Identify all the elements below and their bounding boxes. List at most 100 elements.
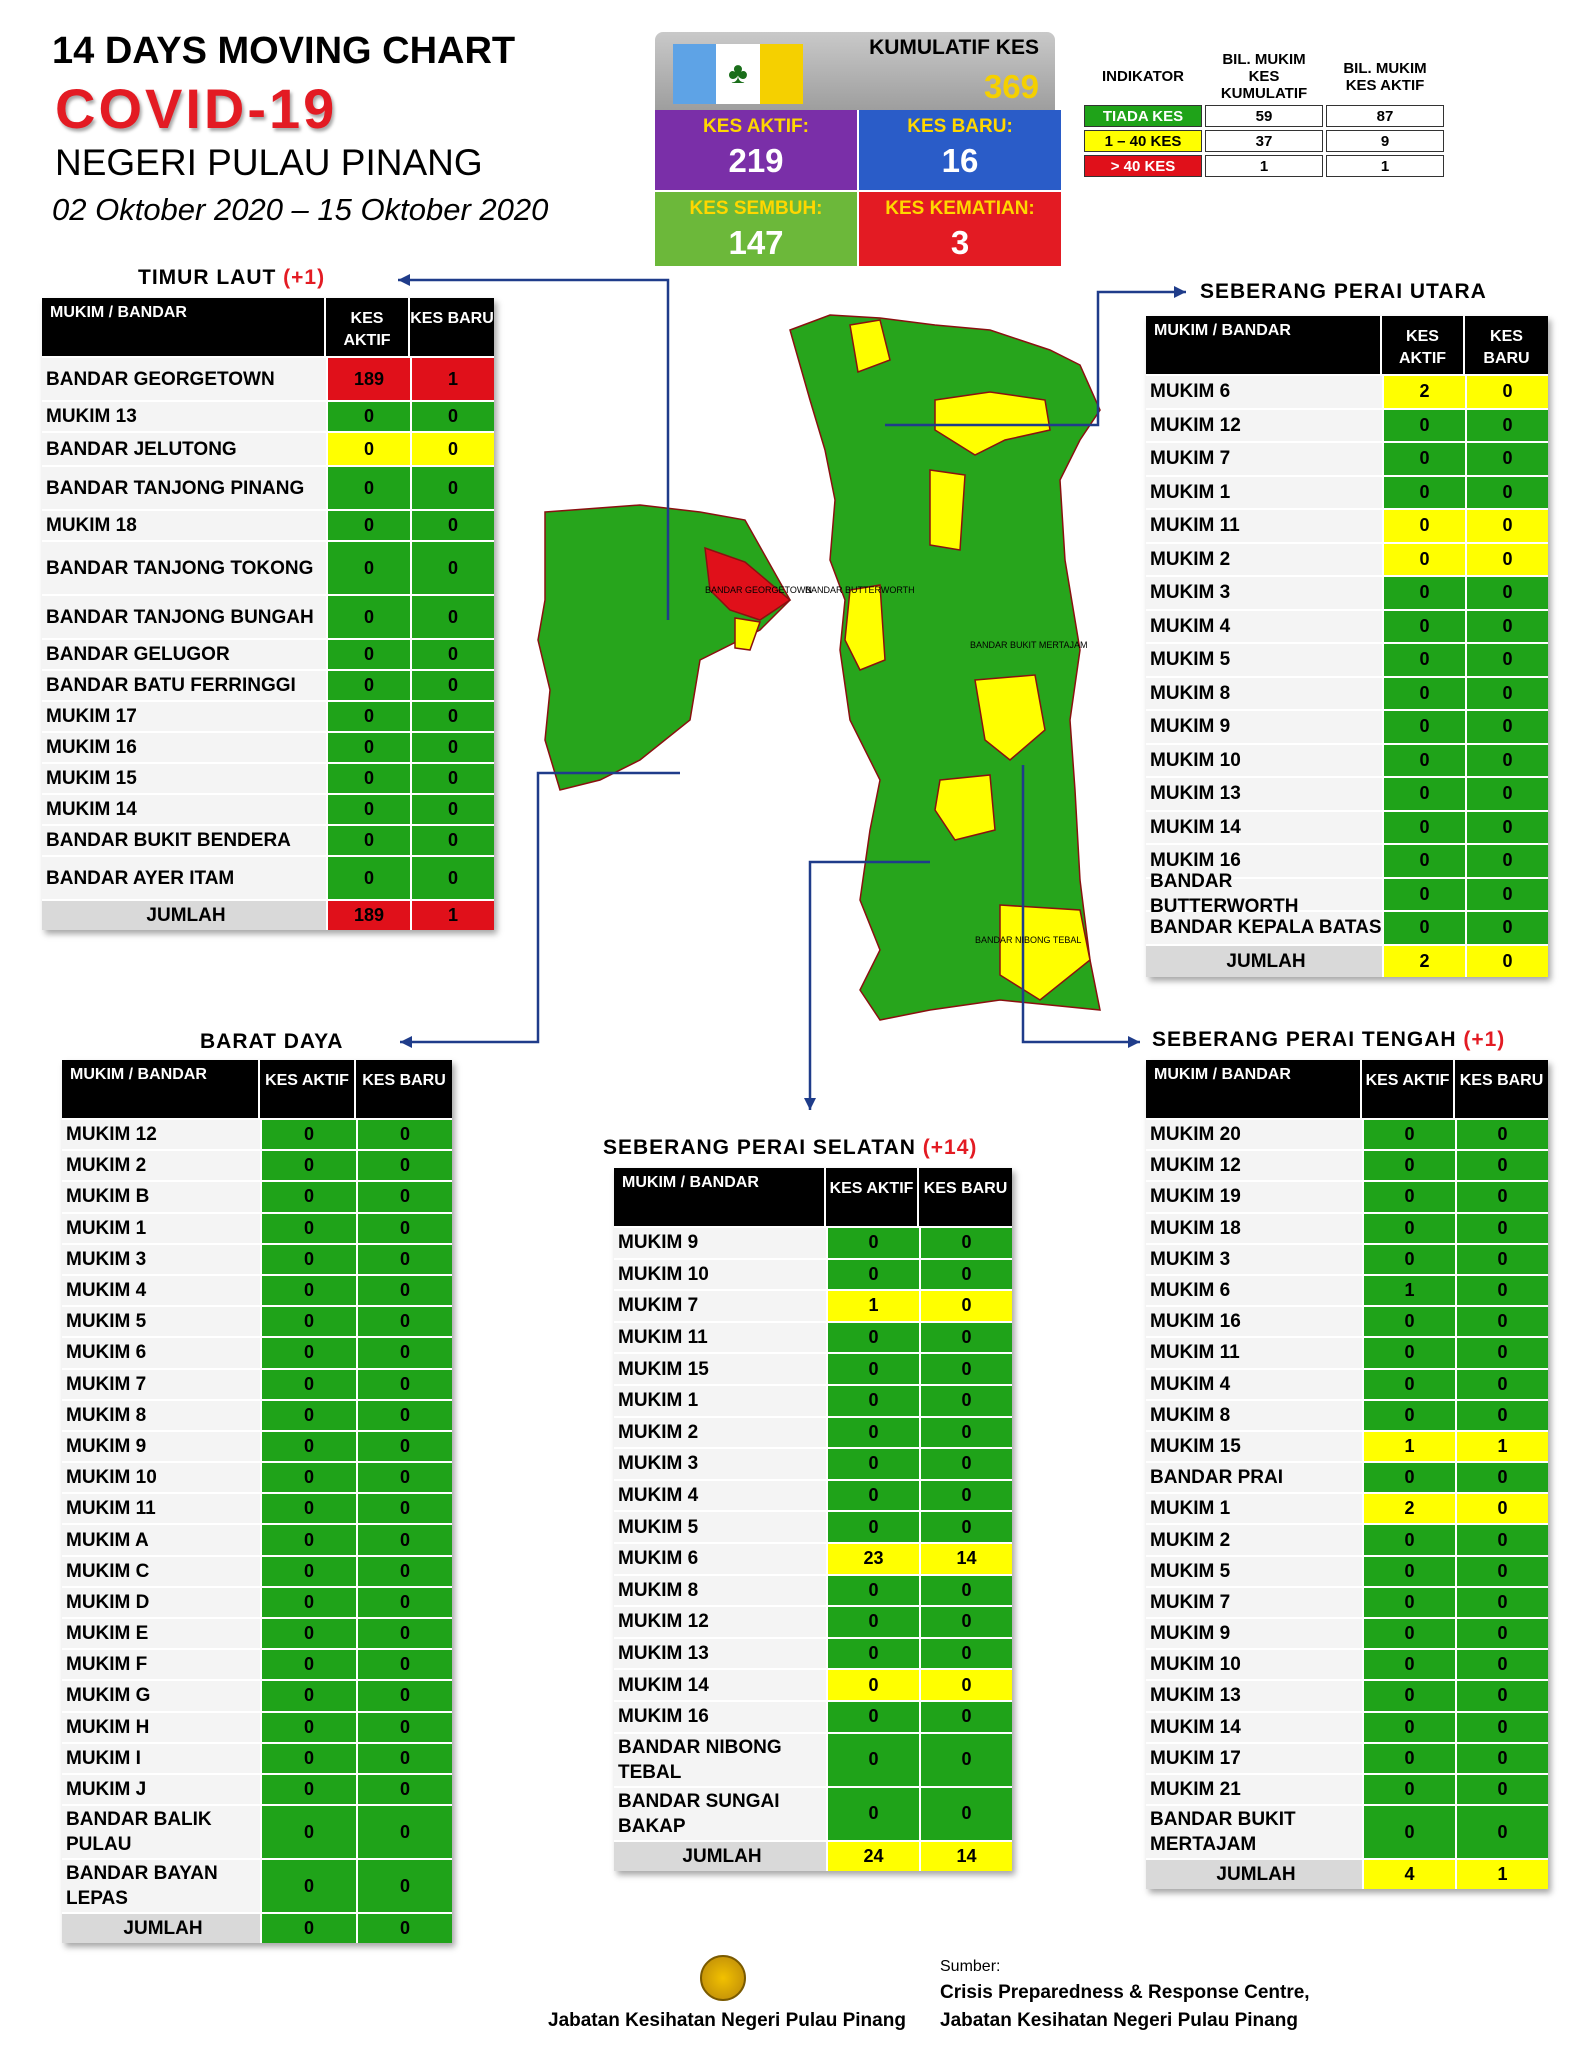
total-row: JUMLAH 24 14 bbox=[614, 1839, 1012, 1872]
table-row: MUKIM 11 0 0 bbox=[62, 1492, 452, 1524]
row-name: MUKIM 16 bbox=[1146, 1307, 1362, 1337]
kes-baru-cell: 0 bbox=[1465, 510, 1548, 542]
kes-baru-cell: 0 bbox=[410, 764, 494, 793]
kes-baru-cell: 0 bbox=[356, 1369, 452, 1399]
table-row: MUKIM 14 0 0 bbox=[1146, 809, 1548, 843]
kes-aktif-cell: 0 bbox=[1382, 443, 1465, 475]
table-row: MUKIM 15 0 0 bbox=[614, 1352, 1012, 1384]
row-name: BANDAR BUKIT MERTAJAM bbox=[1146, 1806, 1362, 1859]
row-name: MUKIM 17 bbox=[1146, 1743, 1362, 1773]
row-name: MUKIM 9 bbox=[614, 1228, 826, 1258]
kes-aktif-cell: 0 bbox=[826, 1733, 919, 1786]
row-name: MUKIM B bbox=[62, 1182, 260, 1212]
table-header: MUKIM / BANDAR KES AKTIF KES BARU bbox=[614, 1168, 1012, 1226]
map-jelutong bbox=[734, 617, 762, 651]
table-row: BANDAR BATU FERRINGGI 0 0 bbox=[42, 669, 494, 700]
table-row: BANDAR NIBONG TEBAL 0 0 bbox=[614, 1731, 1012, 1786]
row-name: MUKIM 10 bbox=[1146, 1650, 1362, 1680]
kes-aktif-cell: 0 bbox=[826, 1228, 919, 1258]
row-name: MUKIM 7 bbox=[1146, 1587, 1362, 1617]
kes-baru-cell: 0 bbox=[356, 1431, 452, 1462]
kes-aktif-cell: 0 bbox=[1362, 1151, 1455, 1181]
kes-aktif-cell: 0 bbox=[260, 1556, 356, 1586]
kes-aktif-cell: 0 bbox=[1382, 778, 1465, 810]
kes-aktif-cell: 0 bbox=[260, 1525, 356, 1555]
table-row: MUKIM 11 0 0 bbox=[1146, 508, 1548, 542]
kes-baru-cell: 0 bbox=[1455, 1275, 1548, 1306]
row-name: MUKIM 14 bbox=[1146, 1712, 1362, 1742]
kes-aktif-cell: 0 bbox=[1382, 744, 1465, 776]
kes-baru-cell: 0 bbox=[356, 1120, 452, 1150]
kes-baru-cell: 0 bbox=[356, 1712, 452, 1742]
indikator-table: INDIKATOR BIL. MUKIM KES KUMULATIF BIL. … bbox=[1081, 48, 1447, 180]
kes-aktif-cell: 0 bbox=[260, 1463, 356, 1493]
row-name: MUKIM A bbox=[62, 1525, 260, 1555]
kes-baru-cell: 0 bbox=[356, 1151, 452, 1181]
row-name: MUKIM 3 bbox=[62, 1244, 260, 1274]
row-name: MUKIM F bbox=[62, 1650, 260, 1680]
aktif-header: BIL. MUKIM KES AKTIF bbox=[1343, 59, 1427, 94]
kes-baru-cell: 0 bbox=[1455, 1213, 1548, 1243]
kes-baru-cell: 0 bbox=[1455, 1244, 1548, 1274]
table-row: BANDAR GEORGETOWN 189 1 bbox=[42, 356, 494, 400]
kes-baru-cell: 0 bbox=[1455, 1650, 1548, 1680]
table-header: MUKIM / BANDAR KES AKTIF KES BARU bbox=[42, 298, 494, 356]
map-label-nt: BANDAR NIBONG TEBAL bbox=[975, 935, 1082, 945]
kes-baru-cell: 0 bbox=[1465, 845, 1548, 877]
row-name: MUKIM 2 bbox=[62, 1151, 260, 1181]
kes-baru-cell: 0 bbox=[356, 1650, 452, 1680]
kes-aktif-cell: 1 bbox=[1362, 1275, 1455, 1306]
kes-aktif-cell: 0 bbox=[260, 1860, 356, 1913]
kes-aktif-cell: 0 bbox=[1362, 1587, 1455, 1617]
table-row: BANDAR JELUTONG 0 0 bbox=[42, 431, 494, 465]
row-name: MUKIM 7 bbox=[62, 1369, 260, 1399]
stat-baru: KES BARU: 16 bbox=[859, 110, 1061, 190]
kes-aktif-cell: 0 bbox=[326, 671, 410, 700]
table-row: MUKIM 16 0 0 bbox=[1146, 843, 1548, 877]
table-header: MUKIM / BANDAR KES AKTIF KES BARU bbox=[62, 1060, 452, 1118]
kes-baru-cell: 0 bbox=[1455, 1587, 1548, 1617]
table-row: BANDAR BUTTERWORTH 0 0 bbox=[1146, 871, 1548, 917]
row-name: BANDAR KEPALA BATAS bbox=[1146, 912, 1382, 944]
header-kes-baru: KES BARU bbox=[362, 1072, 446, 1089]
row-name: BANDAR AYER ITAM bbox=[42, 857, 326, 899]
table-row: MUKIM 10 0 0 bbox=[62, 1461, 452, 1493]
kes-aktif-cell: 0 bbox=[260, 1774, 356, 1805]
kes-baru-cell: 0 bbox=[356, 1338, 452, 1368]
kes-baru-cell: 0 bbox=[1455, 1400, 1548, 1430]
table-row: BANDAR BUKIT MERTAJAM 0 0 bbox=[1146, 1804, 1548, 1859]
row-name: MUKIM 18 bbox=[42, 511, 326, 540]
kes-aktif-cell: 0 bbox=[260, 1431, 356, 1462]
header-kes-aktif: KES AKTIF bbox=[326, 298, 410, 356]
row-name: MUKIM 14 bbox=[614, 1670, 826, 1700]
kes-aktif-cell: 0 bbox=[826, 1259, 919, 1290]
kes-aktif-cell: 0 bbox=[826, 1480, 919, 1511]
kes-aktif-cell: 0 bbox=[326, 857, 410, 899]
penang-flag-icon: ♣ bbox=[673, 44, 803, 104]
kes-aktif-cell: 0 bbox=[1362, 1120, 1455, 1150]
kes-baru-cell: 0 bbox=[919, 1291, 1012, 1321]
kes-baru-cell: 0 bbox=[410, 857, 494, 899]
stat-aktif: KES AKTIF: 219 bbox=[655, 110, 857, 190]
table-row: MUKIM 11 0 0 bbox=[1146, 1336, 1548, 1368]
kes-baru-cell: 0 bbox=[1465, 912, 1548, 944]
kes-baru-cell: 0 bbox=[1455, 1151, 1548, 1181]
table-row: BANDAR AYER ITAM 0 0 bbox=[42, 855, 494, 899]
row-name: MUKIM E bbox=[62, 1619, 260, 1649]
row-name: MUKIM 6 bbox=[1146, 376, 1382, 408]
row-name: MUKIM 14 bbox=[1146, 811, 1382, 843]
kes-aktif-cell: 0 bbox=[1382, 510, 1465, 542]
kes-baru-cell: 0 bbox=[356, 1681, 452, 1711]
kes-aktif-cell: 2 bbox=[1382, 376, 1465, 408]
kes-baru-cell: 0 bbox=[1465, 409, 1548, 441]
kes-aktif-cell: 0 bbox=[326, 733, 410, 762]
row-name: MUKIM 15 bbox=[1146, 1431, 1362, 1462]
